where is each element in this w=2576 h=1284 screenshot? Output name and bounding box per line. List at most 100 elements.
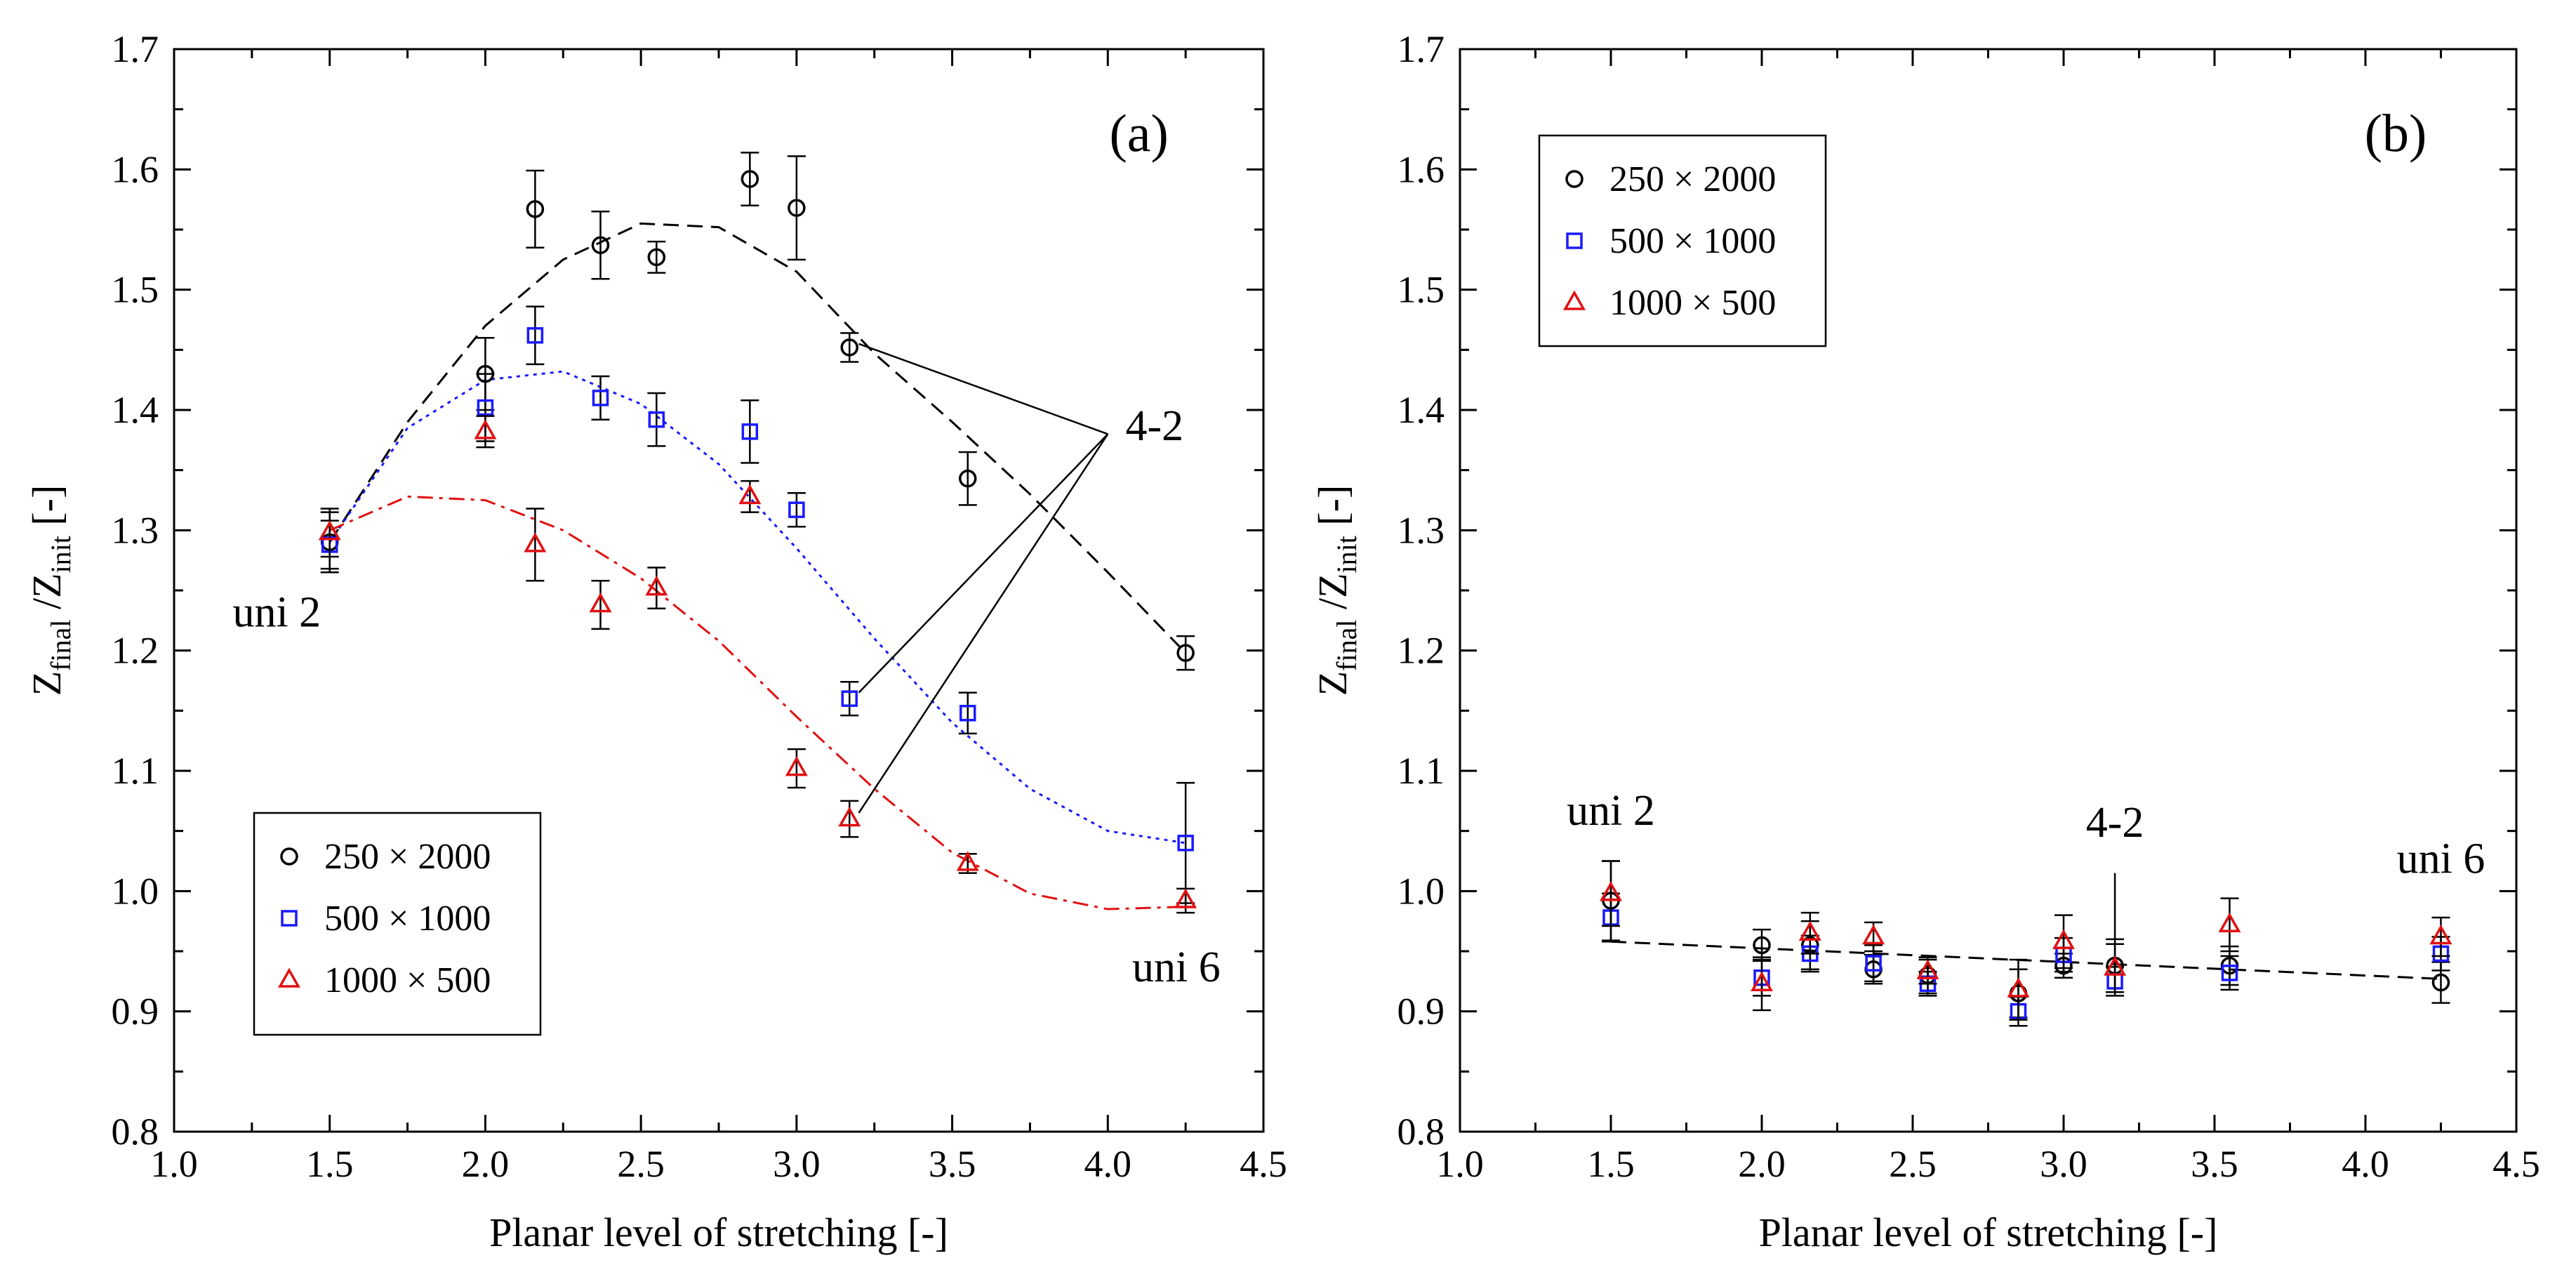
y-tick-label: 1.1 — [112, 750, 159, 792]
legend-marker — [1566, 232, 1583, 249]
legend-label: 250 × 2000 — [324, 837, 491, 877]
fit-curve — [329, 495, 1186, 911]
data-point — [647, 248, 666, 267]
data-point — [589, 593, 612, 613]
x-tick-label: 1.0 — [150, 1143, 198, 1185]
annotation: uni 2 — [1567, 787, 1655, 835]
y-tick-label: 1.3 — [112, 509, 159, 551]
y-tick-label: 1.7 — [112, 28, 159, 70]
data-point — [2221, 965, 2238, 981]
data-point — [741, 170, 759, 188]
y-axis-text: /Z — [1310, 574, 1355, 620]
x-tick-label: 4.0 — [2342, 1143, 2389, 1185]
y-tick-label: 0.8 — [112, 1111, 159, 1153]
legend-marker — [281, 910, 298, 927]
data-point — [1753, 936, 1771, 955]
legend-label: 1000 × 500 — [324, 960, 491, 1000]
data-point — [956, 851, 979, 871]
pointer-line — [858, 433, 1109, 694]
data-point — [1751, 971, 1773, 992]
legend: 250 × 2000 500 × 1000 1000 × 500 — [253, 812, 542, 1036]
data-point — [2104, 955, 2127, 976]
data-point — [2218, 912, 2241, 933]
y-tick-label: 1.2 — [1397, 630, 1445, 672]
annotation: uni 2 — [232, 588, 321, 636]
y-axis-subscript: final — [1331, 620, 1362, 671]
y-tick-label: 0.9 — [112, 991, 159, 1033]
data-point — [2052, 929, 2075, 950]
x-tick-label: 3.5 — [929, 1143, 976, 1185]
x-tick-label: 3.0 — [773, 1143, 821, 1185]
data-point — [741, 423, 759, 440]
x-tick-label: 1.5 — [306, 1143, 354, 1185]
annotation: uni 6 — [2397, 835, 2485, 883]
data-point — [474, 419, 497, 439]
x-axis-title: Planar level of stretching [-] — [489, 1210, 948, 1255]
legend-box — [1538, 134, 1827, 348]
data-point — [524, 532, 547, 552]
y-axis-text: Z — [24, 671, 69, 696]
data-point — [840, 338, 858, 357]
legend-marker — [280, 847, 298, 866]
y-axis-text: [-] — [1310, 485, 1355, 536]
data-point — [2007, 977, 2030, 998]
data-point — [591, 236, 610, 255]
data-point — [1916, 959, 1939, 979]
y-tick-label: 1.0 — [112, 870, 159, 912]
x-tick-label: 2.5 — [1889, 1143, 1937, 1185]
data-point — [788, 199, 806, 217]
data-point — [959, 705, 976, 722]
data-point — [1862, 924, 1885, 945]
data-point — [1865, 955, 1882, 972]
data-point — [958, 469, 977, 488]
y-axis-text: Z — [1310, 671, 1355, 696]
data-point — [2429, 924, 2452, 945]
data-point — [1600, 881, 1622, 901]
y-axis-subscript: init — [45, 536, 77, 573]
data-point — [526, 200, 545, 218]
y-axis-title: Zfinal /Zinit [-] — [24, 485, 77, 696]
data-point — [841, 690, 858, 707]
data-point — [592, 390, 609, 406]
data-point — [738, 484, 762, 505]
legend-marker — [1565, 170, 1584, 188]
y-tick-label: 1.6 — [1397, 148, 1445, 190]
y-tick-label: 1.3 — [1397, 509, 1445, 551]
fit-curve — [328, 370, 1186, 845]
y-axis-text: /Z — [24, 574, 69, 620]
x-tick-label: 2.0 — [1738, 1143, 1786, 1185]
pointer-line — [858, 343, 1108, 435]
panel-tag: (b) — [2365, 105, 2427, 164]
panel-a: 1.0 1.5 2.0 2.5 3.0 3.5 4.0 4.5 0.8 0.9 1.0 1.1 1.2 1… — [24, 28, 1287, 1255]
x-tick-label: 1.5 — [1587, 1143, 1635, 1185]
x-tick-label: 3.0 — [2040, 1143, 2087, 1185]
legend-label: 1000 × 500 — [1609, 283, 1776, 323]
data-point — [788, 501, 805, 518]
data-point — [645, 576, 668, 596]
y-tick-label: 1.2 — [112, 630, 159, 672]
y-axis-subscript: init — [1331, 536, 1362, 573]
y-tick-label: 1.7 — [1397, 28, 1445, 70]
legend-box — [253, 812, 542, 1036]
x-tick-label: 2.0 — [462, 1143, 510, 1185]
data-point — [785, 756, 808, 776]
legend: 250 × 2000 500 × 1000 1000 × 500 — [1538, 134, 1827, 348]
x-tick-label: 4.5 — [1240, 1143, 1287, 1185]
y-axis-title: Zfinal /Zinit [-] — [1310, 485, 1362, 696]
data-point — [1176, 644, 1195, 662]
annotation: 4-2 — [1125, 402, 1183, 450]
y-tick-label: 1.5 — [1397, 269, 1445, 311]
x-tick-label: 1.0 — [1436, 1143, 1484, 1185]
y-tick-label: 1.0 — [1397, 870, 1445, 912]
data-point — [1174, 888, 1197, 908]
data-point — [318, 520, 341, 541]
data-point — [477, 399, 494, 416]
legend-label: 500 × 1000 — [324, 899, 491, 939]
y-tick-label: 1.4 — [1397, 389, 1445, 431]
data-point — [1177, 835, 1194, 852]
data-point — [526, 327, 544, 344]
y-axis-subscript: final — [45, 620, 77, 671]
y-tick-label: 1.6 — [112, 148, 159, 190]
x-tick-label: 3.5 — [2191, 1143, 2238, 1185]
